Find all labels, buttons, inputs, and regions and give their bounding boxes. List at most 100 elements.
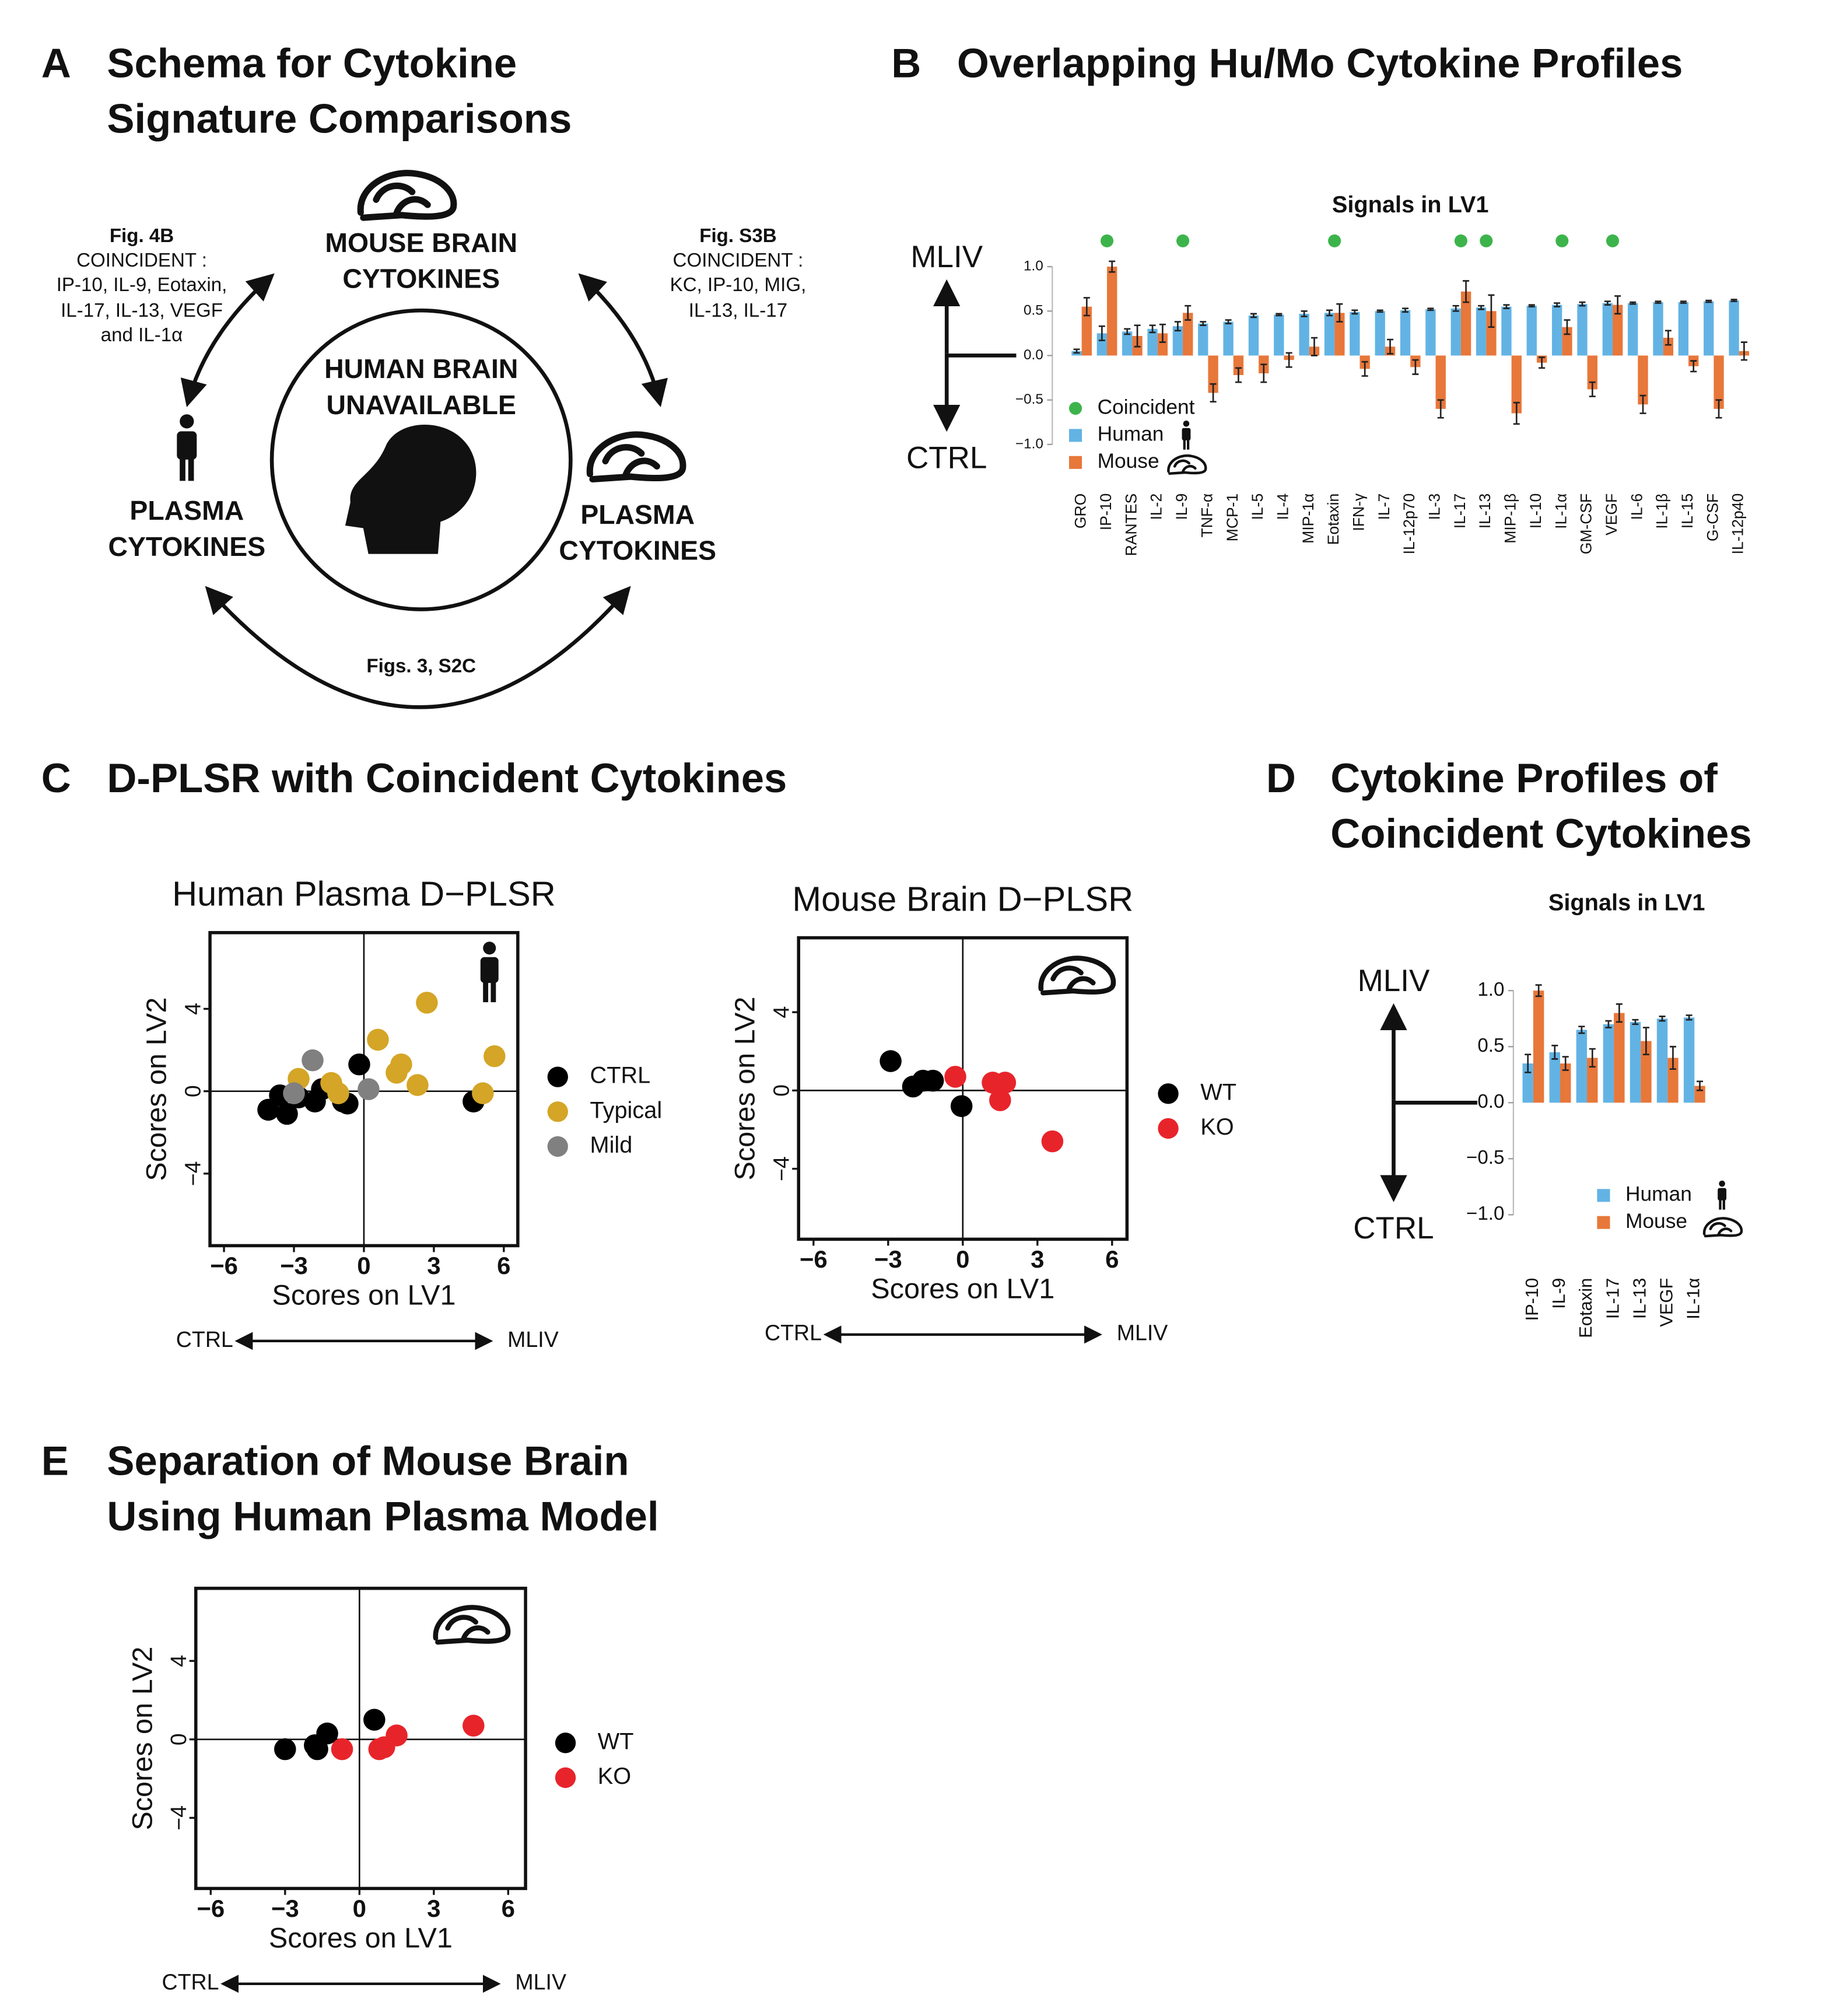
error-bar xyxy=(1579,301,1586,307)
bar xyxy=(1172,326,1183,356)
annotation: CTRL xyxy=(906,440,987,475)
bar xyxy=(1511,355,1522,414)
x-tick-label: IL-9 xyxy=(1548,1278,1569,1309)
legend-label: Coincident xyxy=(1098,396,1195,418)
y-tick-label: −4 xyxy=(180,1161,205,1186)
schema-note: Figs. 3, S2C xyxy=(366,656,476,677)
x-tick-label: IL-1β xyxy=(1653,494,1671,529)
legend-label: Mouse xyxy=(1098,450,1159,473)
bar xyxy=(1587,1058,1598,1103)
panel-title: Using Human Plasma Model xyxy=(107,1493,658,1539)
error-bar xyxy=(1437,399,1444,419)
error-bar xyxy=(1525,1054,1532,1073)
point xyxy=(944,1066,966,1088)
bar xyxy=(1663,338,1674,356)
annotation: MLIV xyxy=(1358,964,1430,998)
error-bar xyxy=(1124,328,1131,335)
error-bar xyxy=(1589,381,1596,397)
point xyxy=(483,1045,506,1068)
chart-subtitle: Signals in LV1 xyxy=(1548,890,1705,916)
bar xyxy=(1233,355,1244,376)
y-tick-label: 1.0 xyxy=(1024,258,1043,274)
point xyxy=(331,1738,353,1760)
legend-marker xyxy=(547,1066,568,1087)
error-bar xyxy=(1665,330,1672,346)
point xyxy=(386,1724,408,1746)
mouse-icon xyxy=(1041,958,1113,993)
y-tick-label: 4 xyxy=(769,1006,794,1019)
y-tick-label: −1.0 xyxy=(1015,436,1043,452)
legend-marker xyxy=(1597,1216,1610,1229)
annotation: CTRL xyxy=(765,1321,822,1345)
error-bar xyxy=(1655,300,1662,304)
error-bar xyxy=(1669,1045,1676,1070)
schema-note: IP-10, IL-9, Eotaxin, xyxy=(57,274,227,296)
chart-subtitle: Signals in LV1 xyxy=(1332,192,1489,218)
error-bar xyxy=(1225,319,1232,324)
error-bar xyxy=(1730,299,1737,302)
legend-marker xyxy=(1158,1118,1179,1139)
error-bar xyxy=(1301,310,1308,317)
mouse-icon xyxy=(436,1608,508,1643)
x-tick-label: IL-2 xyxy=(1148,494,1165,520)
x-tick-label: GRO xyxy=(1072,494,1089,528)
x-axis-label: Scores on LV1 xyxy=(272,1280,456,1311)
human-icon xyxy=(1182,420,1191,450)
bar xyxy=(1223,321,1234,356)
bar xyxy=(1549,1052,1560,1103)
error-bar xyxy=(1109,260,1116,273)
error-bar xyxy=(1250,313,1257,318)
panel-title: Signature Comparisons xyxy=(107,95,572,141)
schema-label: MOUSE BRAIN xyxy=(325,228,517,258)
x-tick-label: 0 xyxy=(353,1895,366,1922)
error-bar xyxy=(1642,1027,1649,1056)
annotation: MLIV xyxy=(1117,1321,1168,1345)
x-tick-label: Eotaxin xyxy=(1575,1278,1596,1338)
legend-label: Mild xyxy=(590,1132,633,1158)
x-tick-label: MIP-1β xyxy=(1502,494,1519,544)
x-tick-label: G-CSF xyxy=(1704,494,1721,541)
coincident-dot xyxy=(1100,234,1114,247)
panel-title: Schema for Cytokine xyxy=(107,40,517,86)
point xyxy=(386,1062,408,1084)
legend-marker xyxy=(555,1767,576,1788)
bar xyxy=(1526,306,1537,356)
x-tick-label: −6 xyxy=(210,1252,238,1279)
y-tick-label: 0.5 xyxy=(1024,303,1043,318)
error-bar xyxy=(1630,301,1637,305)
bar xyxy=(1274,314,1284,356)
error-bar xyxy=(1452,304,1459,312)
schema-note: Fig. S3B xyxy=(699,225,776,247)
y-axis-label: Scores on LV2 xyxy=(141,998,173,1181)
point xyxy=(274,1738,296,1760)
bar xyxy=(1683,1017,1695,1103)
error-bar xyxy=(1134,324,1141,348)
legend-marker xyxy=(547,1101,568,1122)
point xyxy=(994,1072,1017,1094)
point xyxy=(921,1069,944,1092)
legend-marker xyxy=(1597,1189,1610,1202)
schema-note: and IL-1α xyxy=(101,324,183,346)
error-bar xyxy=(1427,307,1434,312)
bar xyxy=(1375,311,1385,356)
human-icon xyxy=(1718,1180,1727,1210)
coincident-dot xyxy=(1328,234,1341,247)
bar xyxy=(1460,291,1471,356)
x-tick-label: TNF-α xyxy=(1198,494,1215,538)
y-tick-label: 1.0 xyxy=(1477,979,1504,1000)
bar xyxy=(1486,311,1497,356)
error-bar xyxy=(1235,367,1242,383)
schema-note: IL-13, IL-17 xyxy=(689,300,787,321)
point xyxy=(283,1082,305,1104)
bar xyxy=(1656,1019,1668,1103)
error-bar xyxy=(1614,295,1621,315)
legend-label: CTRL xyxy=(590,1063,651,1088)
legend-marker xyxy=(1068,456,1082,469)
error-bar xyxy=(1705,299,1712,303)
bar xyxy=(1122,331,1133,356)
legend-label: KO xyxy=(1200,1114,1234,1140)
point xyxy=(306,1738,328,1760)
point xyxy=(950,1095,973,1117)
error-bar xyxy=(1554,302,1561,308)
point xyxy=(363,1709,386,1731)
